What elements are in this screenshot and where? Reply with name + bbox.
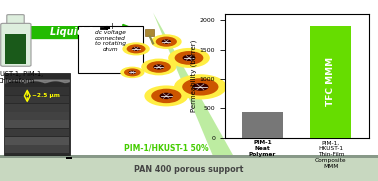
Bar [5, 104, 69, 112]
Bar [66, 157, 72, 159]
Text: −: − [96, 22, 102, 31]
Polygon shape [153, 13, 234, 157]
Circle shape [122, 42, 150, 55]
Circle shape [174, 74, 227, 100]
Bar [5, 120, 69, 128]
Circle shape [147, 61, 171, 73]
Circle shape [151, 89, 181, 103]
Bar [5, 34, 26, 64]
Circle shape [120, 67, 144, 78]
Text: HKUST-1, PIM-1,
Chloroform: HKUST-1, PIM-1, Chloroform [0, 71, 43, 85]
Y-axis label: Permeability (barrer): Permeability (barrer) [190, 40, 197, 112]
Text: +: + [108, 22, 115, 31]
Circle shape [182, 78, 218, 96]
Bar [5, 137, 69, 145]
Circle shape [168, 48, 210, 68]
Text: PAN 400 porous support: PAN 400 porous support [134, 165, 244, 174]
FancyBboxPatch shape [1, 23, 31, 66]
Circle shape [124, 68, 141, 76]
Bar [0, 155, 378, 158]
Circle shape [151, 34, 182, 49]
Bar [5, 96, 69, 103]
Text: ~2.5 μm: ~2.5 μm [32, 93, 60, 98]
Circle shape [127, 44, 146, 53]
Bar [4, 73, 70, 155]
FancyBboxPatch shape [78, 26, 143, 73]
FancyBboxPatch shape [7, 15, 24, 25]
Circle shape [144, 85, 188, 106]
Circle shape [141, 59, 176, 75]
Circle shape [132, 47, 140, 51]
Circle shape [183, 55, 195, 61]
Bar [0, 155, 378, 181]
Bar [5, 145, 69, 153]
Bar [5, 129, 69, 136]
Text: Liquid feed: Liquid feed [50, 27, 112, 37]
Text: dc voltage
connected
to rotating
drum: dc voltage connected to rotating drum [95, 30, 126, 52]
Circle shape [156, 37, 177, 47]
Bar [310, 26, 352, 138]
Circle shape [160, 93, 173, 99]
FancyArrow shape [23, 24, 144, 41]
Circle shape [192, 83, 209, 91]
Bar [242, 112, 283, 138]
Bar [145, 29, 154, 36]
Bar [5, 87, 69, 95]
Text: PIM-1/HKUST-1 50%: PIM-1/HKUST-1 50% [124, 144, 209, 153]
Circle shape [153, 64, 164, 70]
Circle shape [175, 51, 203, 65]
Circle shape [161, 39, 171, 44]
Circle shape [129, 71, 136, 74]
Bar [5, 112, 69, 120]
Text: TFC MMM: TFC MMM [327, 57, 335, 106]
